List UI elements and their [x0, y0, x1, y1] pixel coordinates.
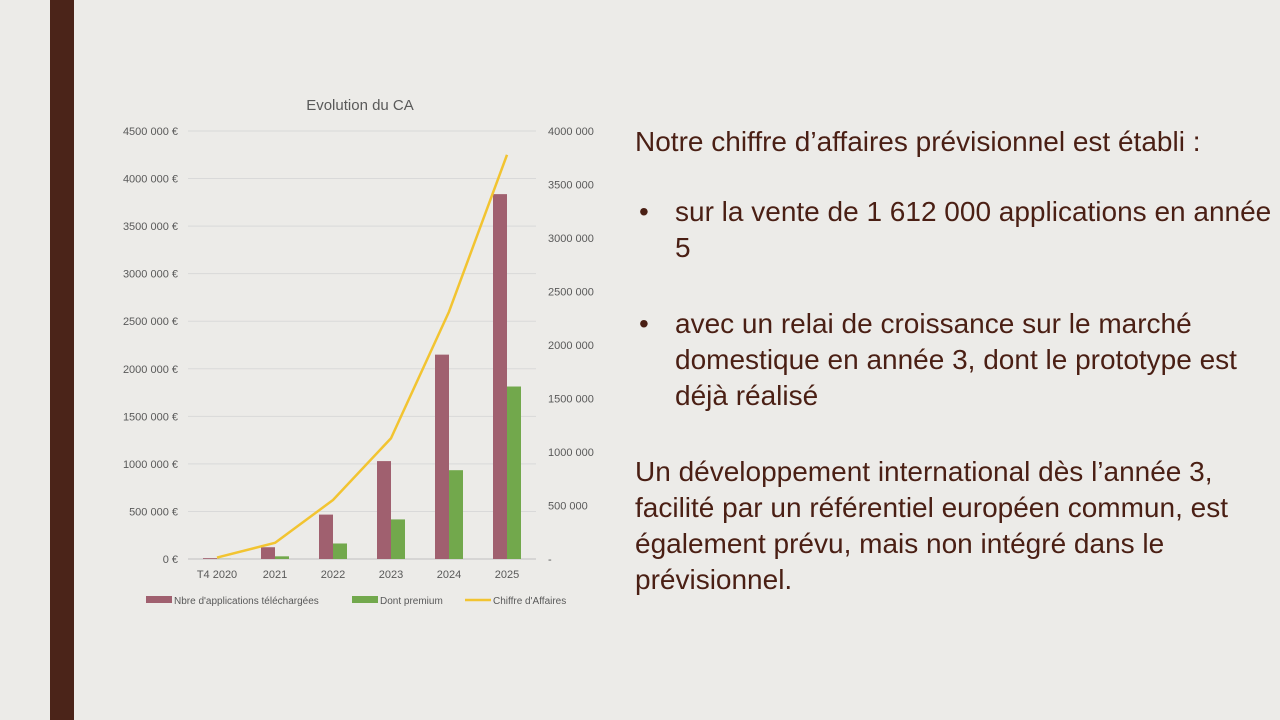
right-axis: - 500 000 1000 000 1500 000 2000 000 2500 000… [548, 126, 594, 566]
bullet-icon: • [639, 196, 649, 227]
x-tick-label: 2024 [437, 569, 461, 581]
chart-bars [203, 194, 521, 559]
bar-downloads [377, 461, 391, 559]
right-tick-label: 3000 000 [548, 233, 594, 245]
left-tick-label: 0 € [163, 554, 178, 566]
x-tick-label: 2025 [495, 569, 519, 581]
bar-premium [507, 386, 521, 559]
x-tick-label: 2021 [263, 569, 287, 581]
bullet-item: • sur la vente de 1 612 000 applications… [635, 194, 1275, 266]
chart-gridlines [188, 130, 536, 560]
bullet-list: • sur la vente de 1 612 000 applications… [635, 194, 1275, 414]
left-tick-label: 500 000 € [129, 506, 178, 518]
left-tick-label: 4500 000 € [123, 126, 178, 138]
right-tick-label: 2500 000 [548, 287, 594, 299]
left-tick-label: 4000 000 € [123, 174, 178, 186]
slide-text: Notre chiffre d’affaires prévisionnel es… [635, 124, 1275, 598]
bar-premium [391, 519, 405, 559]
bullet-item: • avec un relai de croissance sur le mar… [635, 306, 1275, 414]
legend-label: Nbre d'applications téléchargées [174, 596, 319, 607]
legend-swatch [352, 596, 378, 603]
right-tick-label: 1500 000 [548, 394, 594, 406]
left-axis: 0 € 500 000 € 1000 000 € 1500 000 € 2000 000… [123, 126, 178, 566]
left-tick-label: 3500 000 € [123, 221, 178, 233]
right-tick-label: 3500 000 [548, 180, 594, 192]
legend-label: Dont premium [380, 596, 443, 607]
slide-accent-bar [50, 0, 74, 720]
right-tick-label: 1000 000 [548, 447, 594, 459]
left-tick-label: 1000 000 € [123, 459, 178, 471]
right-tick-label: 500 000 [548, 501, 588, 513]
intro-text: Notre chiffre d’affaires prévisionnel es… [635, 126, 1201, 157]
legend-swatch [146, 596, 172, 603]
x-tick-label: 2023 [379, 569, 403, 581]
left-tick-label: 3000 000 € [123, 269, 178, 281]
legend-label: Chiffre d'Affaires [493, 596, 566, 607]
revenue-chart: Evolution du CA 0 € 500 000 € 1000 000 € 15… [123, 97, 594, 607]
bar-downloads [261, 547, 275, 559]
bar-downloads [319, 514, 333, 559]
chart-legend: Nbre d'applications téléchargées Dont pre… [146, 596, 566, 607]
x-axis: T4 2020 2021 2022 2023 2024 2025 [197, 569, 519, 581]
chart-line [216, 154, 509, 559]
bar-premium [333, 543, 347, 559]
right-tick-label: 4000 000 [548, 126, 594, 138]
right-tick-label: 2000 000 [548, 340, 594, 352]
bar-premium [449, 470, 463, 559]
bullet-text: avec un relai de croissance sur le march… [675, 308, 1237, 411]
chart-title: Evolution du CA [306, 97, 414, 114]
bar-downloads [493, 194, 507, 559]
closing-text: Un développement international dès l’ann… [635, 456, 1228, 595]
left-tick-label: 2000 000 € [123, 364, 178, 376]
x-tick-label: 2022 [321, 569, 345, 581]
bar-downloads [435, 354, 449, 559]
bullet-text: sur la vente de 1 612 000 applications e… [675, 196, 1272, 263]
bar-downloads [203, 558, 217, 559]
bar-premium [275, 556, 289, 559]
left-tick-label: 2500 000 € [123, 316, 178, 328]
x-tick-label: T4 2020 [197, 569, 237, 581]
revenue-line [216, 154, 509, 559]
bullet-icon: • [639, 308, 649, 339]
left-tick-label: 1500 000 € [123, 411, 178, 423]
right-tick-label: - [548, 554, 552, 566]
